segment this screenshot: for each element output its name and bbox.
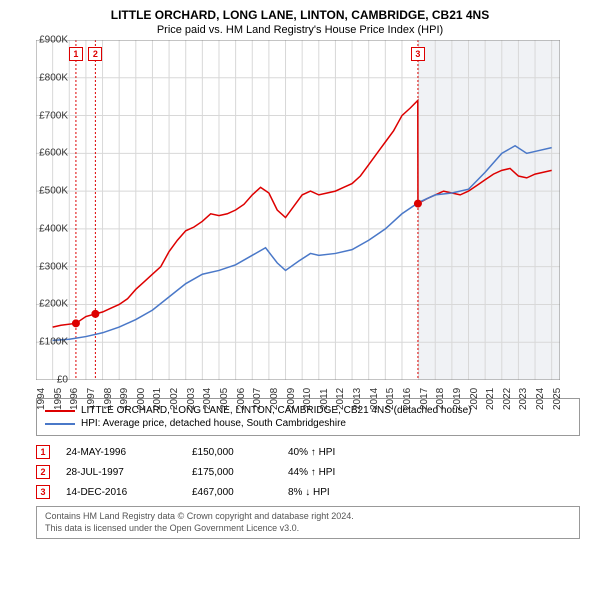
sale-date: 14-DEC-2016 — [66, 487, 176, 498]
chart-title: LITTLE ORCHARD, LONG LANE, LINTON, CAMBR… — [0, 0, 600, 22]
x-tick-label: 2022 — [502, 388, 513, 410]
x-tick-label: 1995 — [53, 388, 64, 410]
footer-line: Contains HM Land Registry data © Crown c… — [45, 511, 571, 523]
x-tick-label: 2001 — [152, 388, 163, 410]
y-tick-label: £200K — [39, 299, 68, 310]
y-tick-label: £100K — [39, 337, 68, 348]
sale-marker-1: 1 — [69, 47, 83, 61]
x-tick-label: 2013 — [352, 388, 363, 410]
legend-item: HPI: Average price, detached house, Sout… — [45, 417, 571, 430]
sale-delta: 44% ↑ HPI — [288, 467, 388, 478]
x-tick-label: 2016 — [402, 388, 413, 410]
sale-row-marker: 2 — [36, 465, 50, 479]
x-tick-label: 2020 — [469, 388, 480, 410]
sale-row: 2 28-JUL-1997 £175,000 44% ↑ HPI — [36, 462, 580, 482]
x-tick-label: 1997 — [86, 388, 97, 410]
footer-attribution: Contains HM Land Registry data © Crown c… — [36, 506, 580, 539]
sale-marker-2: 2 — [88, 47, 102, 61]
x-tick-label: 2017 — [419, 388, 430, 410]
y-tick-label: £500K — [39, 186, 68, 197]
x-tick-label: 2006 — [236, 388, 247, 410]
chart-subtitle: Price paid vs. HM Land Registry's House … — [0, 22, 600, 40]
y-tick-label: £900K — [39, 35, 68, 46]
x-tick-label: 2023 — [518, 388, 529, 410]
sale-row-marker: 3 — [36, 485, 50, 499]
chart-svg — [36, 40, 560, 380]
sale-price: £150,000 — [192, 447, 272, 458]
sale-row: 1 24-MAY-1996 £150,000 40% ↑ HPI — [36, 442, 580, 462]
y-tick-label: £600K — [39, 148, 68, 159]
sale-price: £467,000 — [192, 487, 272, 498]
legend-label: HPI: Average price, detached house, Sout… — [81, 418, 346, 429]
legend-swatch — [45, 423, 75, 425]
y-tick-label: £0 — [57, 375, 68, 386]
y-tick-label: £300K — [39, 261, 68, 272]
x-tick-label: 2019 — [452, 388, 463, 410]
x-tick-label: 2008 — [269, 388, 280, 410]
sale-price: £175,000 — [192, 467, 272, 478]
x-tick-label: 2003 — [186, 388, 197, 410]
sale-delta: 8% ↓ HPI — [288, 487, 388, 498]
sale-row: 3 14-DEC-2016 £467,000 8% ↓ HPI — [36, 482, 580, 502]
chart-container: LITTLE ORCHARD, LONG LANE, LINTON, CAMBR… — [0, 0, 600, 590]
x-tick-label: 1996 — [69, 388, 80, 410]
footer-line: This data is licensed under the Open Gov… — [45, 523, 571, 535]
x-tick-label: 2025 — [552, 388, 563, 410]
sale-delta: 40% ↑ HPI — [288, 447, 388, 458]
sale-date: 24-MAY-1996 — [66, 447, 176, 458]
x-tick-label: 2011 — [319, 388, 330, 410]
x-tick-label: 2002 — [169, 388, 180, 410]
sale-date: 28-JUL-1997 — [66, 467, 176, 478]
x-tick-label: 2024 — [535, 388, 546, 410]
x-tick-label: 2018 — [435, 388, 446, 410]
x-tick-label: 2012 — [335, 388, 346, 410]
sale-marker-3: 3 — [411, 47, 425, 61]
x-tick-label: 2021 — [485, 388, 496, 410]
y-tick-label: £400K — [39, 223, 68, 234]
x-tick-label: 2000 — [136, 388, 147, 410]
y-tick-label: £800K — [39, 72, 68, 83]
sales-table: 1 24-MAY-1996 £150,000 40% ↑ HPI 2 28-JUL-199… — [36, 442, 580, 502]
chart-area: £0 £100K £200K £300K £400K £500K £600K £700K £80… — [36, 40, 596, 390]
x-tick-label: 2010 — [302, 388, 313, 410]
y-tick-label: £700K — [39, 110, 68, 121]
x-tick-label: 1998 — [103, 388, 114, 410]
x-tick-label: 2009 — [286, 388, 297, 410]
x-tick-label: 2007 — [252, 388, 263, 410]
x-tick-label: 2005 — [219, 388, 230, 410]
x-tick-label: 1999 — [119, 388, 130, 410]
x-tick-label: 2015 — [385, 388, 396, 410]
x-tick-label: 2014 — [369, 388, 380, 410]
x-tick-label: 1994 — [36, 388, 47, 410]
x-tick-label: 2004 — [202, 388, 213, 410]
sale-row-marker: 1 — [36, 445, 50, 459]
